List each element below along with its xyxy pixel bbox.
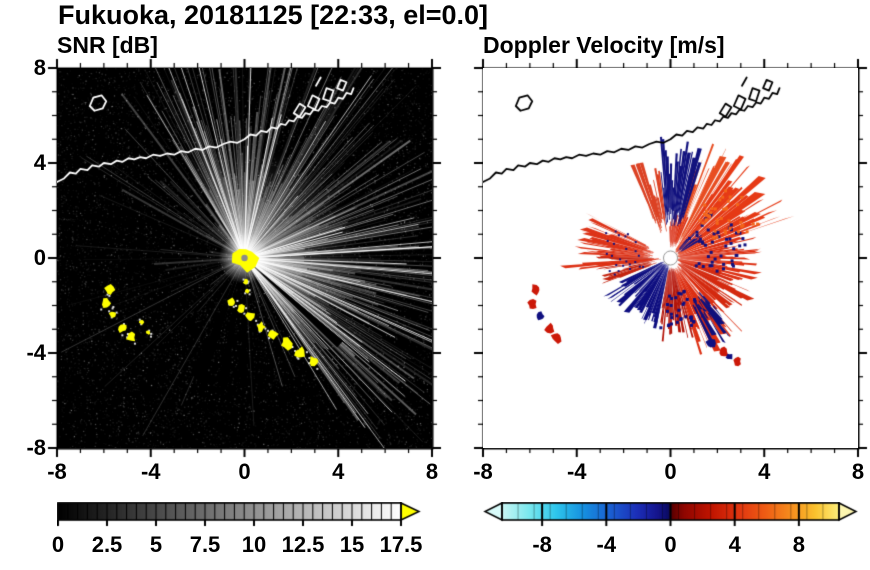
doppler-colorbar-tick-label: -8 xyxy=(532,532,552,557)
snr-y-tick-label: -4 xyxy=(26,340,46,365)
snr-panel-title: SNR [dB] xyxy=(57,32,158,58)
figure-title: Fukuoka, 20181125 [22:33, el=0.0] xyxy=(58,0,489,30)
snr-x-tick-label: 0 xyxy=(238,459,251,484)
snr-colorbar-tick-label: 2.5 xyxy=(91,532,123,557)
snr-y-tick-label: 4 xyxy=(33,150,46,175)
doppler-colorbar-tick-label: 4 xyxy=(728,532,741,557)
snr-colorbar-tick-label: 17.5 xyxy=(379,532,423,557)
doppler-colorbar-tick-label: 8 xyxy=(792,532,805,557)
snr-y-tick-label: 8 xyxy=(33,55,46,80)
snr-y-tick-label: 0 xyxy=(33,245,46,270)
doppler-colorbar-tick-label: -4 xyxy=(596,532,617,557)
doppler-x-tick-label: -4 xyxy=(566,459,587,484)
snr-colorbar-tick-label: 0 xyxy=(51,532,65,557)
snr-x-tick-label: 8 xyxy=(425,459,439,484)
doppler-x-tick-label: 4 xyxy=(758,459,771,484)
snr-colorbar xyxy=(57,502,432,532)
doppler-x-tick-label: -8 xyxy=(473,459,493,484)
snr-x-tick-label: 4 xyxy=(332,459,345,484)
doppler-panel-title: Doppler Velocity [m/s] xyxy=(483,32,725,58)
doppler-plot-canvas xyxy=(483,68,858,448)
snr-x-tick-label: -8 xyxy=(47,459,67,484)
snr-colorbar-tick-label: 5 xyxy=(149,532,163,557)
snr-colorbar-tick-label: 10 xyxy=(241,532,267,557)
doppler-x-tick-label: 0 xyxy=(664,459,677,484)
snr-x-tick-label: -4 xyxy=(140,459,161,484)
snr-colorbar-tick-label: 12.5 xyxy=(281,532,325,557)
snr-colorbar-tick-label: 7.5 xyxy=(189,532,221,557)
doppler-x-tick-label: 8 xyxy=(851,459,865,484)
snr-y-tick-label: -8 xyxy=(26,435,46,460)
snr-colorbar-tick-label: 15 xyxy=(339,532,365,557)
doppler-colorbar-tick-label: 0 xyxy=(664,532,677,557)
doppler-colorbar xyxy=(483,502,858,532)
snr-plot-canvas xyxy=(57,68,432,448)
